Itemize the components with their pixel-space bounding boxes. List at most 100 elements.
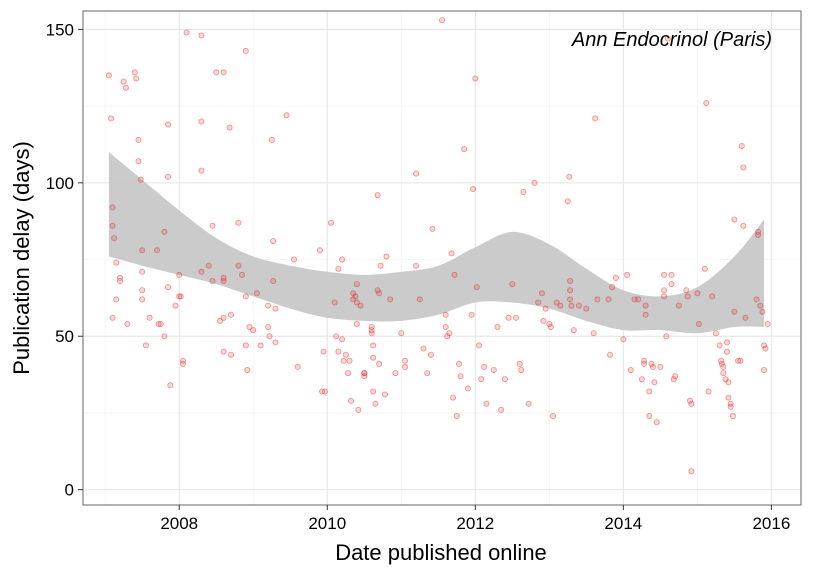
data-point — [227, 311, 234, 318]
data-point — [257, 342, 264, 349]
data-point — [155, 320, 162, 327]
data-point — [735, 357, 742, 364]
data-point — [761, 342, 768, 349]
data-point — [139, 268, 146, 275]
data-point — [424, 370, 431, 377]
data-point — [205, 262, 212, 269]
data-point — [142, 342, 149, 349]
data-point — [478, 376, 485, 383]
data-point — [498, 406, 505, 413]
data-point — [518, 366, 525, 373]
x-tick-label: 2010 — [308, 514, 346, 533]
data-point — [340, 357, 347, 364]
data-point — [635, 296, 642, 303]
x-axis-title: Date published online — [335, 540, 547, 565]
data-point — [627, 366, 634, 373]
data-point — [742, 314, 749, 321]
data-point — [472, 75, 479, 82]
data-point — [762, 345, 769, 352]
data-point — [242, 293, 249, 300]
data-point — [227, 351, 234, 358]
data-point — [724, 348, 731, 355]
data-point — [540, 317, 547, 324]
data-point — [670, 376, 677, 383]
data-point — [473, 284, 480, 291]
data-point — [133, 75, 140, 82]
data-point — [429, 225, 436, 232]
data-point — [755, 228, 762, 235]
data-point — [688, 468, 695, 475]
data-point — [235, 262, 242, 269]
data-point — [416, 296, 423, 303]
data-point — [607, 351, 614, 358]
data-point — [350, 290, 357, 297]
data-point — [592, 115, 599, 122]
data-point — [494, 323, 501, 330]
data-point — [198, 167, 205, 174]
data-point — [505, 314, 512, 321]
data-point — [727, 400, 734, 407]
data-point — [353, 281, 360, 288]
data-point — [701, 265, 708, 272]
data-point — [575, 302, 582, 309]
data-point — [135, 136, 142, 143]
data-point — [664, 35, 671, 42]
data-point — [117, 277, 124, 284]
data-point — [370, 342, 377, 349]
data-point — [220, 274, 227, 281]
data-point — [157, 320, 164, 327]
data-point — [361, 373, 368, 380]
data-point — [668, 281, 675, 288]
data-point — [244, 366, 251, 373]
data-point — [651, 379, 658, 386]
data-point — [705, 388, 712, 395]
data-point — [226, 124, 233, 131]
data-point — [352, 293, 359, 300]
data-point — [220, 348, 227, 355]
data-point — [718, 357, 725, 364]
data-point — [553, 299, 560, 306]
data-point — [461, 146, 468, 153]
data-point — [731, 216, 738, 223]
data-point — [720, 370, 727, 377]
data-point — [724, 339, 731, 346]
data-point — [342, 351, 349, 358]
data-point — [490, 366, 497, 373]
data-point — [377, 262, 384, 269]
data-point — [183, 29, 190, 36]
data-point — [316, 247, 323, 254]
data-point — [567, 296, 574, 303]
data-point — [457, 373, 464, 380]
data-point — [722, 376, 729, 383]
data-point — [695, 320, 702, 327]
data-point — [564, 198, 571, 205]
data-point — [109, 222, 116, 229]
data-point — [327, 219, 334, 226]
data-point — [179, 360, 186, 367]
data-point — [753, 296, 760, 303]
data-point — [712, 330, 719, 337]
data-point — [392, 370, 399, 377]
data-point — [638, 376, 645, 383]
data-point — [764, 320, 771, 327]
data-point — [344, 370, 351, 377]
data-point — [687, 397, 694, 404]
data-point — [198, 118, 205, 125]
data-point — [335, 265, 342, 272]
data-point — [464, 385, 471, 392]
data-point — [590, 330, 597, 337]
data-point — [346, 357, 353, 364]
data-point — [453, 412, 460, 419]
data-point — [220, 277, 227, 284]
data-point — [442, 323, 449, 330]
data-point — [220, 314, 227, 321]
data-point — [650, 363, 657, 370]
data-point — [531, 179, 538, 186]
data-point — [339, 336, 346, 343]
data-point — [755, 231, 762, 238]
data-point — [209, 222, 216, 229]
data-point — [542, 305, 549, 312]
smooth-confidence-band — [108, 152, 764, 334]
data-point — [370, 388, 377, 395]
